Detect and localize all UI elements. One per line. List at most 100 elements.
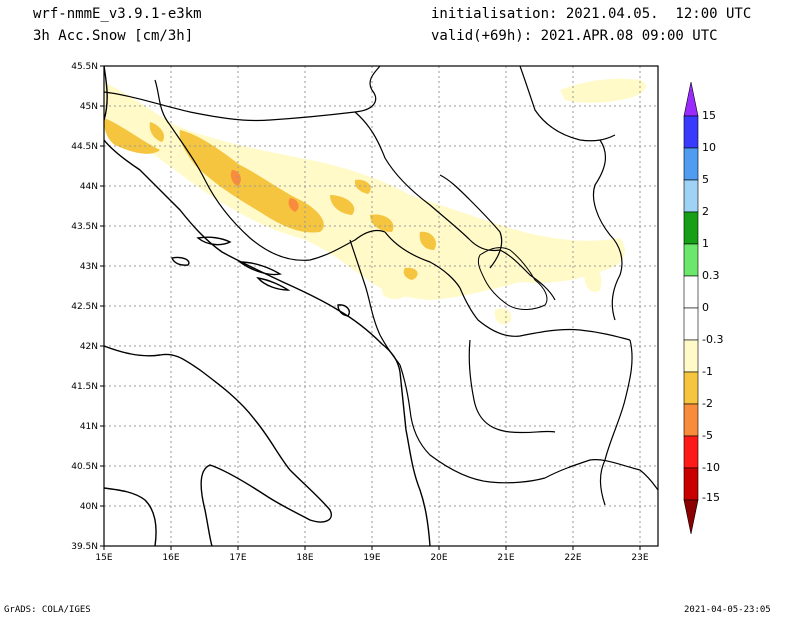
border	[459, 287, 631, 341]
colorbar-label: -2	[702, 397, 713, 410]
colorbar-label: -5	[702, 429, 713, 442]
snow-area-heavy	[288, 198, 299, 212]
colorbar-segment	[683, 147, 699, 181]
lon-label: 20E	[430, 553, 447, 563]
island	[237, 261, 282, 276]
island	[196, 236, 232, 246]
ticks	[100, 65, 641, 550]
lon-label: 16E	[162, 553, 179, 563]
colorbar-label: 2	[702, 205, 709, 218]
border	[439, 174, 503, 269]
border	[599, 339, 633, 506]
valid-time: valid(+69h): 2021.APR.08 09:00 UTC	[431, 28, 718, 44]
lat-labels: 45.5N 45N 44.5N 44N 43.5N 43N 42.5N 42N …	[71, 62, 98, 552]
lon-labels: 15E 16E 17E 18E 19E 20E 21E 22E 23E	[95, 553, 648, 563]
island	[337, 304, 350, 317]
lat-label: 45N	[80, 102, 98, 112]
colorbar-segment	[683, 371, 699, 405]
colorbar-label: -15	[702, 491, 720, 504]
snow-area-moderate	[149, 122, 165, 142]
snow-area-moderate	[370, 214, 394, 232]
colorbar-segment	[683, 435, 699, 469]
colorbar-label: 0.3	[702, 269, 720, 282]
lon-label: 17E	[229, 553, 246, 563]
footer-credit: GrADS: COLA/IGES	[4, 605, 91, 615]
snow-area-moderate	[330, 195, 355, 215]
snow-area-light	[380, 276, 412, 300]
snow-area-light	[560, 78, 646, 103]
island	[171, 256, 190, 266]
snow-area-moderate	[354, 179, 371, 194]
border	[469, 239, 556, 301]
border	[592, 139, 623, 321]
italy-heel	[104, 487, 157, 546]
colorbar-label: -10	[702, 461, 720, 474]
kosovo-border	[477, 247, 548, 310]
border	[104, 66, 381, 122]
snow-area-moderate	[403, 267, 418, 280]
lon-label: 21E	[497, 553, 514, 563]
snow-area-light	[584, 266, 602, 292]
border	[349, 239, 401, 366]
lat-label: 41N	[80, 422, 98, 432]
colorbar-segment	[683, 243, 699, 277]
italy-coast	[104, 345, 332, 546]
variable-title: 3h Acc.Snow [cm/3h]	[33, 28, 194, 44]
lat-label: 44.5N	[71, 142, 98, 152]
lat-label: 41.5N	[71, 382, 98, 392]
colorbar-bottom-triangle	[683, 499, 699, 535]
colorbar	[683, 81, 699, 535]
colorbar-segment	[683, 275, 699, 309]
colorbar-segment	[683, 403, 699, 437]
lat-label: 43.5N	[71, 222, 98, 232]
lon-label: 15E	[95, 553, 112, 563]
colorbar-segment	[683, 307, 699, 341]
lat-label: 44N	[80, 182, 98, 192]
borders	[104, 66, 658, 506]
colorbar-label: 1	[702, 237, 709, 250]
colorbar-label: 15	[702, 109, 716, 122]
grid	[104, 66, 658, 546]
init-time: initialisation: 2021.04.05. 12:00 UTC	[431, 6, 752, 22]
border	[468, 339, 556, 434]
lon-label: 22E	[564, 553, 581, 563]
colorbar-labels: 15 10 5 2 1 0.3 0 -0.3 -1 -2 -5 -10 -15	[702, 109, 723, 504]
colorbar-segment	[683, 115, 699, 149]
island	[256, 276, 291, 291]
colorbar-segment	[683, 179, 699, 213]
lat-label: 39.5N	[71, 542, 98, 552]
colorbar-label: 10	[702, 141, 716, 154]
footer-timestamp: 2021-04-05-23:05	[684, 605, 771, 615]
border	[399, 364, 546, 484]
lat-label: 45.5N	[71, 62, 98, 72]
lat-label: 40N	[80, 502, 98, 512]
lat-label: 42.5N	[71, 302, 98, 312]
lat-label: 43N	[80, 262, 98, 272]
lat-label: 42N	[80, 342, 98, 352]
snow-field	[104, 78, 646, 325]
border	[519, 66, 616, 142]
border	[154, 79, 386, 261]
colorbar-label: 5	[702, 173, 709, 186]
lon-label: 19E	[363, 553, 380, 563]
colorbar-top-triangle	[683, 81, 699, 117]
adriatic-east-coast	[104, 139, 431, 546]
snow-area-light	[494, 308, 512, 325]
lon-label: 23E	[631, 553, 648, 563]
border	[354, 111, 471, 241]
colorbar-label: -0.3	[702, 333, 723, 346]
snow-area-moderate	[104, 118, 160, 154]
snow-area-moderate	[179, 130, 324, 233]
lon-label: 18E	[296, 553, 313, 563]
colorbar-segment	[683, 467, 699, 501]
border	[544, 459, 658, 491]
snow-area-moderate	[419, 231, 437, 250]
lat-label: 40.5N	[71, 462, 98, 472]
colorbar-label: -1	[702, 365, 713, 378]
colorbar-label: 0	[702, 301, 709, 314]
border	[384, 231, 461, 289]
model-title: wrf-nmmE_v3.9.1-e3km	[33, 6, 202, 22]
colorbar-segment	[683, 339, 699, 373]
colorbar-segment	[683, 211, 699, 245]
